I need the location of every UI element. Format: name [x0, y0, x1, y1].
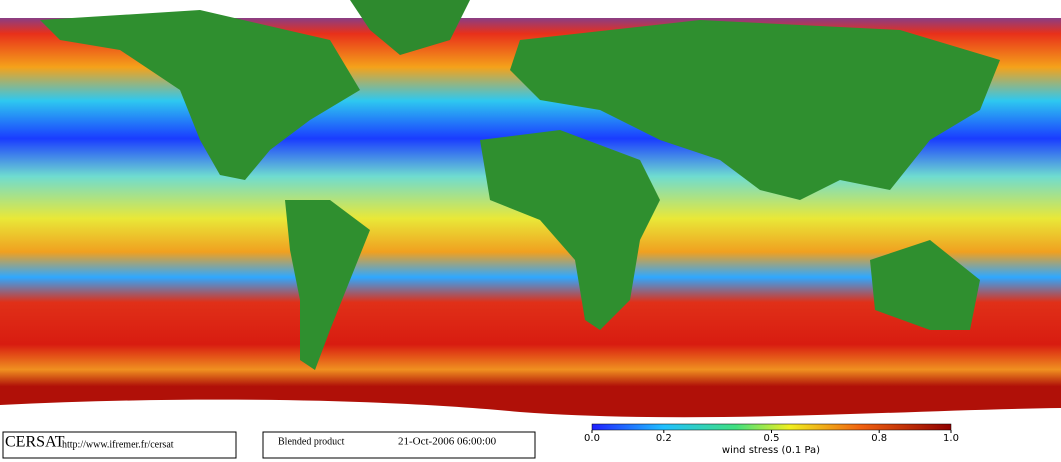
- product: Blended product: [278, 436, 345, 447]
- colorbar-tick-label: 0.5: [764, 433, 780, 444]
- colorbar-tick-label: 1.0: [943, 433, 959, 444]
- url: http://www.ifremer.fr/cersat: [62, 439, 174, 450]
- map: [0, 0, 1061, 420]
- colorbar: wind stress (0.1 Pa) 0.0 0.2 0.5 0.8 1.0: [584, 423, 959, 456]
- colorbar-tick-label: 0.2: [656, 433, 672, 444]
- colorbar-tick-label: 0.8: [871, 433, 887, 444]
- colorbar-label: wind stress (0.1 Pa): [722, 445, 820, 456]
- logo-box: [2, 431, 237, 459]
- colorbar-ramp: [591, 423, 952, 431]
- info-box: [262, 431, 536, 459]
- colorbar-tick-label: 0.0: [584, 433, 600, 444]
- logo: CERSAT: [5, 434, 65, 451]
- date: 21-Oct-2006 06:00:00: [398, 436, 497, 448]
